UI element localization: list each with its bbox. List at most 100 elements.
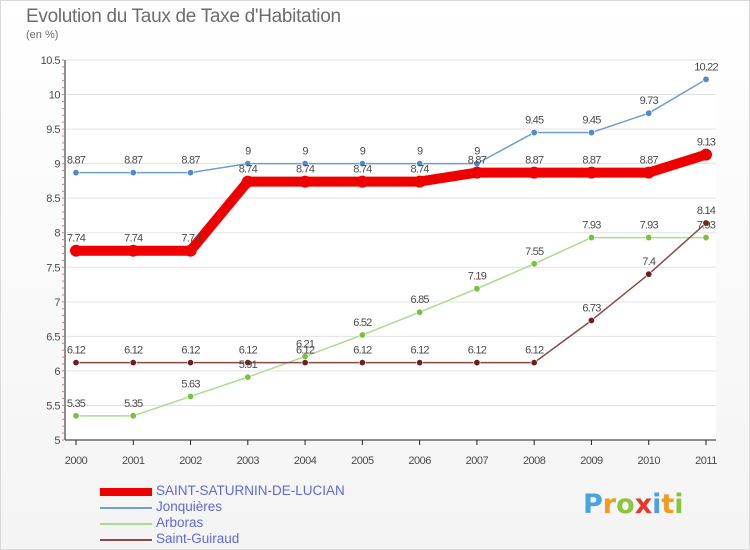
- data-label: 7.93: [697, 220, 716, 232]
- data-point: [244, 160, 252, 168]
- data-point: [587, 234, 595, 242]
- data-point: [530, 359, 538, 367]
- logo-letter: i: [652, 489, 662, 520]
- data-label: 8.87: [582, 155, 601, 167]
- logo-letter: i: [674, 489, 684, 520]
- x-tick-label: 2007: [466, 455, 489, 467]
- data-label: 7.74: [67, 233, 86, 245]
- data-label: 5.63: [181, 378, 200, 390]
- data-label: 9.45: [525, 115, 544, 127]
- y-tick-label: 5.5: [46, 400, 60, 412]
- y-tick-label: 10.5: [41, 55, 61, 67]
- data-label: 7.4: [642, 256, 656, 268]
- data-point: [416, 359, 424, 367]
- data-label: 9.13: [697, 137, 716, 149]
- grid: [66, 59, 716, 441]
- data-point: [244, 359, 252, 367]
- data-point: [642, 166, 655, 179]
- y-tick-label: 8.5: [46, 193, 60, 205]
- data-label: 9: [360, 146, 366, 158]
- series-line: [76, 78, 707, 174]
- data-point: [129, 412, 137, 420]
- data-label: 6.12: [525, 345, 544, 357]
- data-point: [301, 160, 309, 168]
- data-label: 6.12: [411, 345, 430, 357]
- data-label: 6.12: [353, 345, 372, 357]
- legend-label: Saint-Guiraud: [156, 531, 240, 546]
- chart-unit-label: (en %): [26, 29, 59, 41]
- series-line: [76, 236, 706, 417]
- series-line: [76, 222, 707, 364]
- proxiti-logo: Proxiti: [583, 489, 684, 520]
- data-label: 9: [302, 146, 308, 158]
- data-label: 6.52: [353, 317, 372, 329]
- data-point: [72, 412, 80, 420]
- x-tick-label: 2001: [122, 455, 145, 467]
- data-label: 8.74: [239, 164, 258, 176]
- y-tick-label: 7.5: [46, 262, 60, 274]
- logo-letter: o: [616, 489, 635, 520]
- data-point: [585, 166, 598, 179]
- data-label: 8.74: [411, 164, 430, 176]
- data-point: [413, 175, 426, 188]
- data-point: [187, 169, 195, 177]
- chart-title: Evolution du Taux de Taxe d'Habitation: [26, 6, 341, 27]
- y-tick-label: 6.5: [46, 331, 60, 343]
- data-label: 6.12: [124, 345, 143, 357]
- data-point: [702, 234, 710, 242]
- data-label: 7.74: [124, 233, 143, 245]
- legend-swatch: [100, 488, 152, 496]
- data-point: [528, 166, 541, 179]
- data-point: [72, 359, 80, 367]
- y-tick-label: 9.5: [46, 124, 60, 136]
- data-label: 7.93: [582, 220, 601, 232]
- data-point: [187, 392, 195, 400]
- data-point: [587, 129, 595, 137]
- data-label: 8.14: [697, 205, 716, 217]
- x-tick-label: 2000: [65, 455, 88, 467]
- x-tick-label: 2006: [408, 455, 431, 467]
- data-label: 9.73: [640, 95, 659, 107]
- data-point: [127, 244, 140, 257]
- logo-letter: r: [602, 489, 617, 520]
- series-saint-guiraud: [72, 219, 710, 367]
- data-label: 9: [417, 146, 423, 158]
- data-label: 5.35: [67, 398, 86, 410]
- y-tick-label: 9: [54, 159, 60, 171]
- data-point: [645, 270, 653, 278]
- series-saint-saturnin-de-lucian: [70, 148, 712, 257]
- logo-letter: x: [634, 489, 653, 520]
- data-label: 5.35: [124, 398, 143, 410]
- logo-letter: t: [661, 489, 675, 520]
- data-point: [72, 169, 80, 177]
- legend-swatch: [100, 523, 152, 525]
- data-label: 8.87: [67, 155, 86, 167]
- data-label: 8.87: [525, 155, 544, 167]
- data-label: 8.87: [468, 155, 487, 167]
- data-label: 10.22: [694, 61, 718, 73]
- legend-swatch: [100, 539, 152, 541]
- y-tick-label: 7: [54, 297, 60, 309]
- data-point: [702, 75, 710, 83]
- series-arboras: [72, 234, 710, 420]
- data-point: [301, 359, 309, 367]
- data-label: 8.87: [181, 155, 200, 167]
- x-tick-label: 2004: [294, 455, 317, 467]
- data-label: 6.12: [296, 345, 315, 357]
- data-label: 6.21: [296, 338, 315, 350]
- y-tick-label: 6: [54, 366, 60, 378]
- data-point: [473, 359, 481, 367]
- data-point: [702, 219, 710, 227]
- data-point: [187, 359, 195, 367]
- data-label: 7.55: [525, 246, 544, 258]
- data-label: 7.74: [181, 233, 200, 245]
- data-label: 8.87: [124, 155, 143, 167]
- data-point: [473, 285, 481, 293]
- legend-swatch: [100, 507, 152, 509]
- data-label: 8.74: [296, 164, 315, 176]
- legend-label: Arboras: [156, 515, 204, 530]
- data-label: 6.12: [181, 345, 200, 357]
- data-label: 5.91: [239, 359, 258, 371]
- x-tick-label: 2005: [351, 455, 374, 467]
